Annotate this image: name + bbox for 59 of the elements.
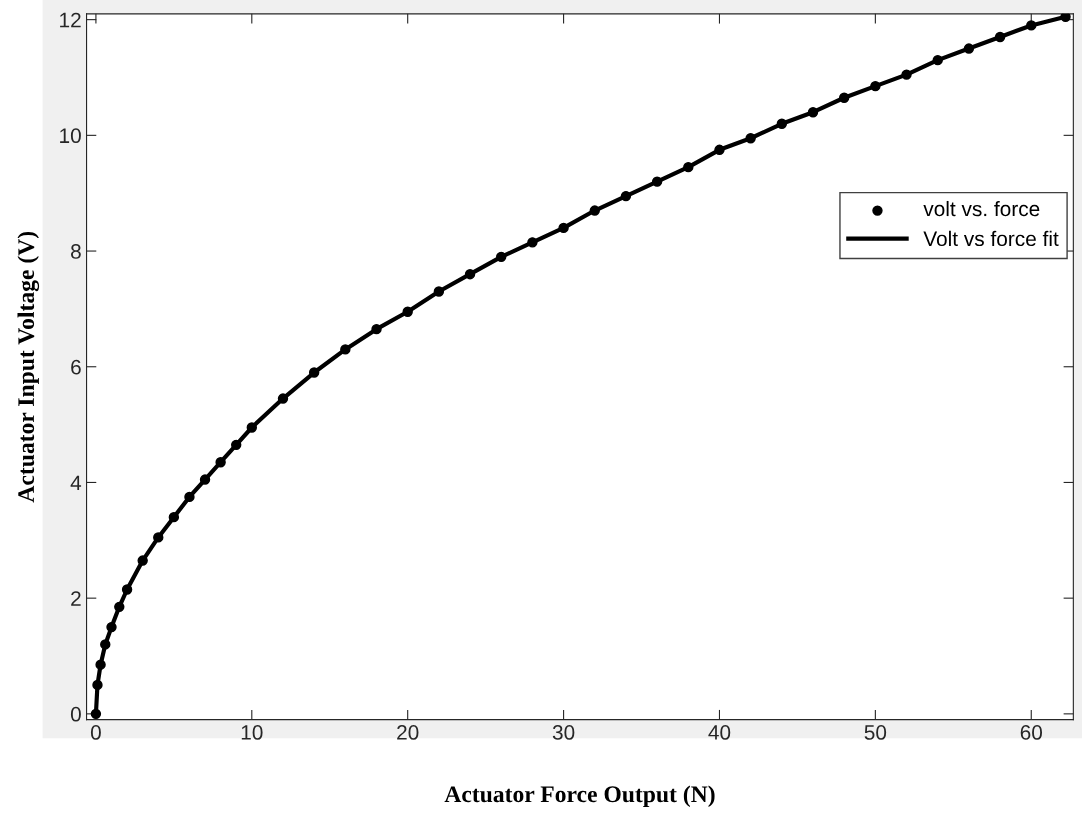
point bbox=[745, 133, 756, 144]
point bbox=[402, 306, 413, 317]
point bbox=[901, 69, 912, 80]
point bbox=[308, 367, 320, 378]
point bbox=[106, 621, 117, 633]
y-tick-label: 10 bbox=[60, 128, 81, 144]
point bbox=[651, 176, 663, 187]
point bbox=[100, 639, 111, 650]
point bbox=[184, 491, 195, 503]
point bbox=[527, 237, 538, 248]
point bbox=[776, 118, 788, 129]
point bbox=[277, 393, 289, 404]
x-tick-label: 40 bbox=[708, 725, 731, 740]
x-tick-label: 60 bbox=[1020, 725, 1043, 740]
legend-label: Volt vs force fit bbox=[923, 230, 1059, 247]
y-tick-label: 8 bbox=[71, 244, 81, 259]
x-tick-label: 50 bbox=[864, 725, 887, 740]
point bbox=[114, 601, 125, 613]
point bbox=[994, 31, 1006, 43]
point bbox=[231, 439, 242, 451]
x-tick-label: 0 bbox=[90, 725, 101, 740]
point bbox=[838, 92, 850, 103]
point bbox=[464, 268, 476, 280]
y-tick-label: 4 bbox=[70, 475, 82, 490]
y-tick-label: 0 bbox=[70, 706, 81, 722]
y-tick-label: 2 bbox=[71, 591, 81, 606]
point bbox=[371, 323, 382, 335]
point bbox=[199, 474, 211, 485]
point bbox=[1060, 13, 1071, 22]
legend-label: volt vs. force bbox=[923, 200, 1040, 217]
point bbox=[168, 511, 180, 523]
point bbox=[714, 144, 725, 156]
point bbox=[1026, 20, 1037, 31]
point bbox=[90, 708, 102, 720]
point bbox=[558, 222, 569, 234]
point bbox=[683, 161, 694, 173]
point bbox=[496, 251, 507, 263]
point bbox=[807, 107, 819, 118]
point bbox=[137, 555, 148, 566]
point bbox=[963, 43, 975, 54]
x-tick-label: 20 bbox=[397, 725, 419, 740]
point bbox=[589, 205, 600, 216]
point bbox=[121, 584, 133, 595]
point bbox=[92, 679, 103, 691]
point bbox=[433, 286, 445, 297]
point bbox=[932, 54, 943, 66]
point bbox=[620, 190, 632, 202]
x-tick-label: 10 bbox=[241, 725, 263, 740]
y-tick-label: 12 bbox=[60, 12, 81, 28]
y-tick-label: 6 bbox=[71, 359, 81, 375]
y-axis-title: Actuator Input Voltage (V) bbox=[17, 231, 40, 503]
x-tick-label: 30 bbox=[552, 725, 575, 740]
point bbox=[246, 422, 257, 433]
point bbox=[153, 532, 164, 543]
x-axis-title: Actuator Force Output (N) bbox=[444, 785, 715, 808]
point bbox=[870, 80, 881, 92]
point bbox=[340, 344, 351, 355]
point bbox=[95, 659, 106, 670]
point bbox=[215, 457, 226, 468]
